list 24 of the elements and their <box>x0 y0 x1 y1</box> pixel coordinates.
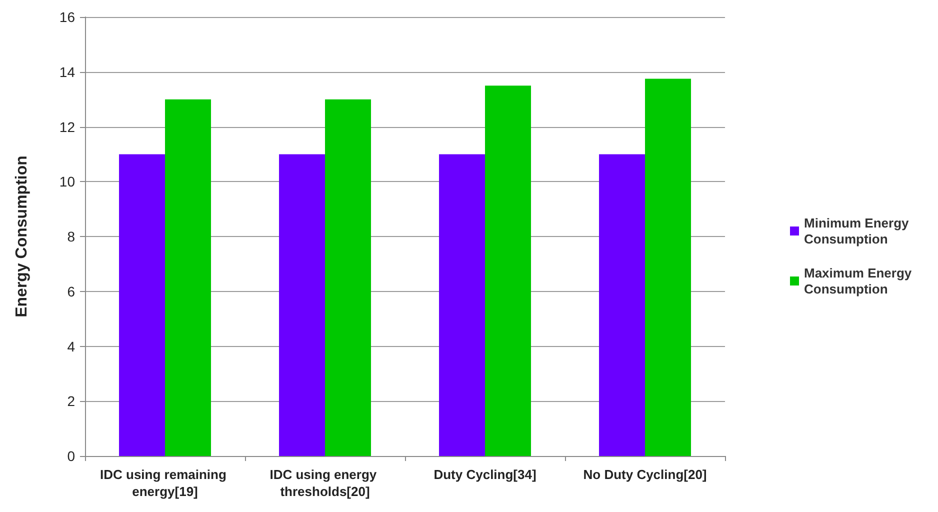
y-tick-label: 2 <box>67 393 76 410</box>
x-tick-label: No Duty Cycling[20] <box>583 467 707 482</box>
bar <box>599 154 645 456</box>
bar <box>165 99 211 456</box>
x-tick-label: IDC using energy thresholds[20] <box>270 467 380 499</box>
bar <box>279 154 325 456</box>
y-tick-label: 4 <box>67 338 76 354</box>
y-tick-label: 8 <box>67 228 76 244</box>
bar <box>325 99 371 456</box>
bar <box>645 78 691 456</box>
y-tick-label: 6 <box>67 283 76 300</box>
y-tick-label: 12 <box>59 118 76 135</box>
y-tick-label: 10 <box>59 174 76 190</box>
legend-label: Maximum Energy Consumption <box>804 266 916 296</box>
y-axis-title: Energy Consumption <box>14 156 30 318</box>
bar <box>439 154 485 456</box>
y-tick-label: 0 <box>67 448 76 464</box>
legend-label: Minimum Energy Consumption <box>804 216 912 246</box>
bar <box>119 154 165 456</box>
bar <box>485 86 531 456</box>
x-tick-label: IDC using remaining energy[19] <box>100 467 230 499</box>
x-tick-label: Duty Cycling[34] <box>434 467 536 482</box>
y-tick-label: 16 <box>59 9 76 25</box>
y-tick-label: 14 <box>59 64 76 80</box>
